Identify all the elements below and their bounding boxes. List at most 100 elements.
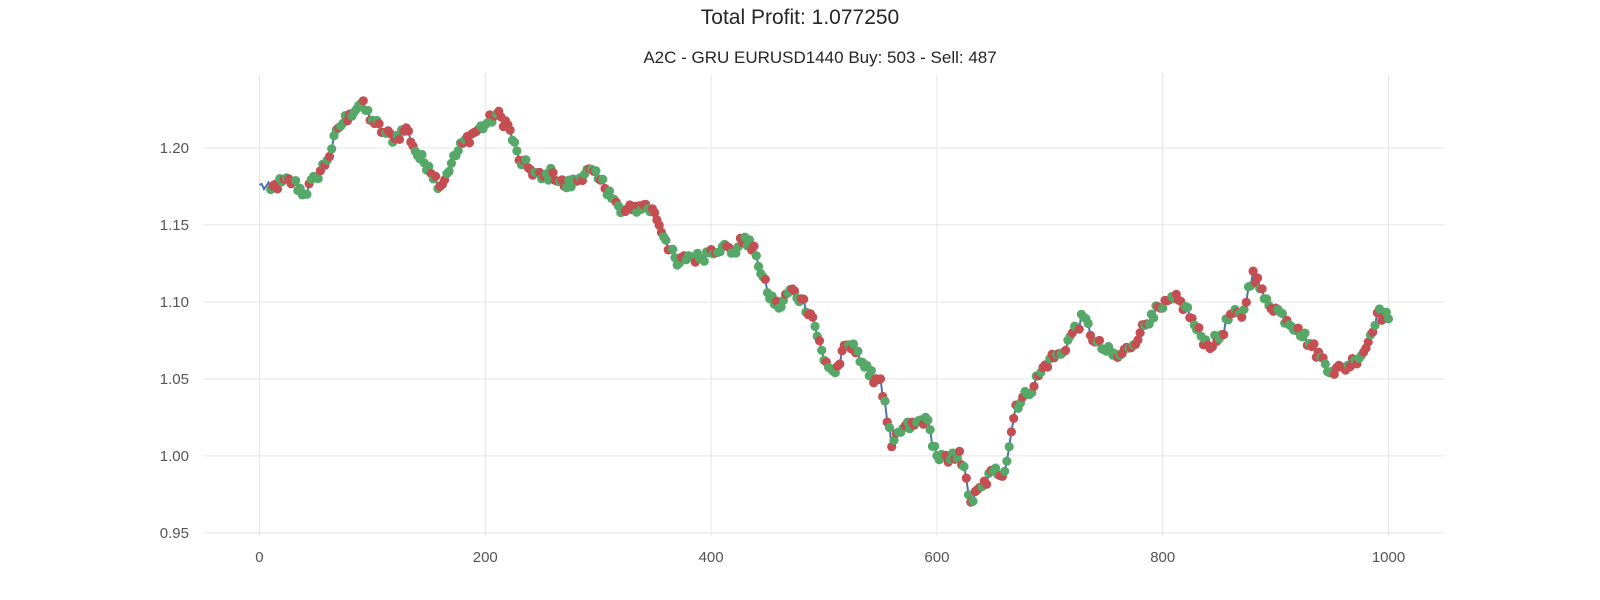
buy-marker bbox=[866, 366, 877, 376]
buy-marker bbox=[1083, 318, 1093, 329]
buy-marker bbox=[753, 261, 764, 272]
y-tick-label: 0.95 bbox=[160, 525, 189, 542]
y-tick-label: 1.15 bbox=[160, 217, 189, 234]
buy-marker bbox=[968, 496, 978, 506]
sell-marker bbox=[814, 336, 825, 346]
buy-marker bbox=[699, 256, 709, 266]
buy-marker bbox=[668, 244, 678, 254]
x-tick-label: 200 bbox=[473, 549, 498, 566]
buy-marker bbox=[925, 425, 935, 435]
buy-marker bbox=[1000, 466, 1010, 476]
buy-marker bbox=[313, 174, 323, 184]
sell-marker bbox=[403, 126, 414, 136]
y-tick-label: 1.05 bbox=[160, 371, 189, 388]
buy-marker bbox=[853, 346, 863, 356]
sell-marker bbox=[1074, 324, 1084, 334]
sell-marker bbox=[272, 184, 283, 194]
sell-marker bbox=[1237, 312, 1247, 322]
sell-marker bbox=[1194, 323, 1204, 333]
buy-marker bbox=[512, 146, 522, 156]
buy-marker bbox=[444, 166, 454, 176]
figure-suptitle: Total Profit: 1.077250 bbox=[700, 6, 900, 29]
x-axis-ticks: 0 200 400 600 800 1000 bbox=[255, 549, 1405, 566]
y-axis-ticks: 0.95 1.00 1.05 1.10 1.15 1.20 bbox=[160, 140, 189, 542]
buy-marker bbox=[604, 186, 615, 196]
sell-marker bbox=[1029, 381, 1039, 391]
sell-marker bbox=[1293, 323, 1303, 333]
buy-marker bbox=[1239, 305, 1249, 315]
buy-marker bbox=[1300, 328, 1310, 338]
sell-marker bbox=[961, 473, 971, 483]
y-tick-label: 1.10 bbox=[160, 294, 189, 311]
buy-marker bbox=[591, 166, 601, 176]
sell-marker bbox=[799, 294, 809, 304]
buy-marker bbox=[327, 144, 337, 154]
sell-marker bbox=[1257, 284, 1267, 294]
buy-marker bbox=[963, 490, 974, 500]
buy-marker bbox=[521, 155, 531, 165]
sell-marker bbox=[1043, 362, 1053, 372]
sell-marker bbox=[875, 374, 886, 384]
sell-marker bbox=[1253, 273, 1263, 283]
trade-markers bbox=[266, 96, 1394, 507]
buy-marker bbox=[1183, 302, 1193, 313]
sell-marker bbox=[1135, 328, 1145, 338]
sell-marker bbox=[749, 241, 759, 251]
sell-marker bbox=[1061, 345, 1071, 355]
sell-marker bbox=[374, 119, 384, 129]
sell-marker bbox=[654, 220, 664, 230]
buy-marker bbox=[889, 435, 899, 445]
buy-marker bbox=[509, 137, 520, 147]
buy-marker bbox=[880, 396, 890, 406]
buy-marker bbox=[848, 339, 859, 349]
sell-marker bbox=[1363, 337, 1373, 347]
sell-marker bbox=[1133, 335, 1143, 345]
buy-marker bbox=[446, 158, 456, 168]
sell-marker bbox=[394, 134, 405, 144]
buy-marker bbox=[543, 175, 554, 185]
buy-marker bbox=[751, 251, 761, 261]
sell-marker bbox=[808, 312, 818, 322]
sell-marker bbox=[835, 359, 845, 369]
x-tick-label: 0 bbox=[255, 549, 263, 566]
buy-marker bbox=[1004, 442, 1014, 452]
buy-marker bbox=[884, 422, 895, 433]
sell-marker bbox=[1094, 335, 1105, 345]
buy-marker bbox=[1149, 313, 1159, 323]
buy-marker bbox=[959, 462, 969, 472]
buy-marker bbox=[1320, 359, 1330, 369]
sell-marker bbox=[954, 446, 965, 456]
buy-marker bbox=[930, 441, 940, 451]
axes-title: A2C - GRU EURUSD1440 Buy: 503 - Sell: 48… bbox=[643, 48, 996, 67]
sell-marker bbox=[505, 125, 515, 135]
sell-marker bbox=[982, 479, 992, 489]
buy-marker bbox=[598, 174, 608, 184]
sell-marker bbox=[1241, 297, 1251, 307]
sell-marker bbox=[650, 208, 660, 218]
buy-marker bbox=[661, 235, 671, 245]
buy-marker bbox=[1383, 314, 1394, 324]
buy-marker bbox=[1277, 308, 1287, 319]
buy-marker bbox=[817, 345, 827, 355]
x-tick-label: 800 bbox=[1150, 549, 1175, 566]
buy-marker bbox=[363, 105, 373, 115]
buy-marker bbox=[302, 189, 312, 199]
sell-marker bbox=[1309, 339, 1319, 349]
buy-marker bbox=[291, 176, 301, 186]
buy-marker bbox=[810, 321, 820, 331]
buy-marker bbox=[417, 149, 427, 160]
sell-marker bbox=[464, 138, 475, 148]
buy-marker bbox=[1370, 320, 1380, 330]
buy-marker bbox=[1158, 303, 1168, 313]
x-tick-label: 400 bbox=[699, 549, 724, 566]
sell-marker bbox=[431, 171, 441, 181]
y-tick-label: 1.00 bbox=[160, 448, 189, 465]
sell-marker bbox=[548, 168, 558, 178]
sell-marker bbox=[760, 274, 770, 284]
buy-marker bbox=[1002, 456, 1012, 466]
x-tick-label: 1000 bbox=[1372, 549, 1405, 566]
buy-marker bbox=[424, 161, 434, 171]
sell-marker bbox=[324, 151, 335, 162]
buy-marker bbox=[923, 415, 933, 425]
